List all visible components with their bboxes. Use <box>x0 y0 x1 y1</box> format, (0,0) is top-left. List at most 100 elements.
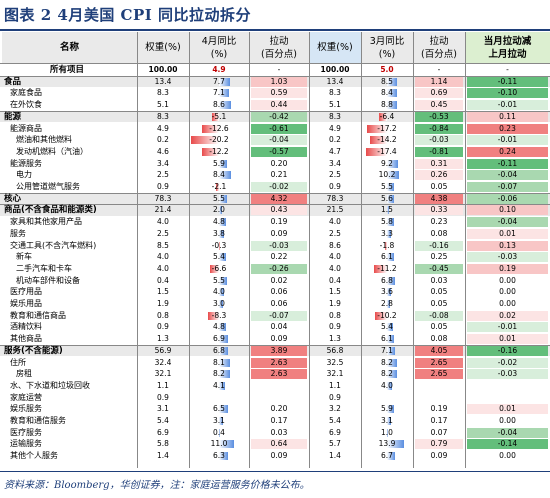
header-yoy-apr: 4月同比 (%) <box>201 35 237 60</box>
weight-mar: 21.5 <box>326 205 344 215</box>
yoy-apr: 5.5 <box>213 193 225 203</box>
column-divider <box>361 32 362 468</box>
contrib-mar: 0.08 <box>430 228 448 238</box>
yoy-apr: 6.8 <box>213 345 225 355</box>
weight-mar: 56.8 <box>326 345 344 355</box>
contrib-mar: 0.05 <box>430 299 448 308</box>
weight-mar: 0.9 <box>329 322 341 332</box>
contrib-apr: -0.61 <box>251 123 307 134</box>
contrib-apr: 0.59 <box>251 88 307 99</box>
yoy-mar-bar <box>387 428 389 437</box>
row-label: 服务 <box>10 228 26 238</box>
weight-apr: 4.0 <box>157 263 169 273</box>
yoy-apr: 3.8 <box>213 228 225 238</box>
weight-apr: 100.00 <box>148 65 178 74</box>
header-bg <box>2 32 137 63</box>
weight-apr: 4.6 <box>157 146 169 156</box>
weight-mar: 100.00 <box>320 65 350 74</box>
yoy-mar-bar <box>387 229 391 238</box>
yoy-apr: 0.4 <box>213 427 225 437</box>
contrib-diff: 0.24 <box>467 146 548 157</box>
contrib-mar: -0.84 <box>415 123 463 134</box>
yoy-apr-bar <box>219 405 228 414</box>
row-label: 燃油和其他燃料 <box>16 135 72 145</box>
row-label: 家具和其他家用产品 <box>10 217 82 227</box>
header-weight-mar: 权重(%) <box>317 42 353 53</box>
contrib-diff: 0.02 <box>467 310 548 321</box>
row-label: 其他商品 <box>10 334 42 344</box>
contrib-apr: 1.03 <box>251 76 307 87</box>
section-divider <box>0 192 550 194</box>
weight-apr: 8.3 <box>157 88 169 98</box>
row-label: 能源服务 <box>10 158 42 168</box>
contrib-diff: 0.10 <box>467 205 548 216</box>
header-bg <box>309 32 361 63</box>
contrib-apr: 0.21 <box>270 170 288 180</box>
yoy-apr-bar <box>219 218 226 227</box>
yoy-apr-bar <box>219 452 228 461</box>
contrib-diff: 0.13 <box>467 240 548 251</box>
contrib-mar: -0.16 <box>415 240 463 251</box>
yoy-mar: 6.1 <box>381 334 393 344</box>
yoy-apr-bar <box>218 241 220 250</box>
yoy-mar: 1.0 <box>381 427 393 437</box>
yoy-mar: -11.2 <box>377 263 397 273</box>
yoy-apr-bar <box>219 300 224 308</box>
yoy-mar: 5.4 <box>381 322 393 332</box>
weight-apr: 1.4 <box>157 451 169 461</box>
weight-mar: 4.9 <box>329 123 341 133</box>
yoy-apr-bar <box>209 264 219 273</box>
weight-mar: 3.2 <box>329 404 341 414</box>
yoy-apr-bar <box>207 311 219 320</box>
yoy-apr: 4.9 <box>212 65 226 74</box>
yoy-apr-bar <box>219 428 220 437</box>
yoy-mar-bar <box>366 147 387 156</box>
yoy-mar: 8.4 <box>381 88 393 98</box>
contrib-mar: 2.65 <box>415 369 463 380</box>
yoy-mar: -6.4 <box>379 111 395 121</box>
yoy-mar-bar <box>387 370 397 379</box>
contrib-diff: -0.03 <box>467 369 548 380</box>
header-bg <box>137 32 309 63</box>
row-label: 教育和通信服务 <box>10 416 66 425</box>
yoy-mar: 3.1 <box>381 416 393 425</box>
yoy-mar: 5.9 <box>381 404 393 414</box>
weight-mar: 4.0 <box>329 252 341 262</box>
weight-apr: 0.4 <box>157 275 169 285</box>
yoy-mar: 6.7 <box>381 451 393 461</box>
contrib-apr: 0.22 <box>270 252 288 262</box>
contrib-diff: -0.07 <box>467 182 548 192</box>
contrib-diff: -0.10 <box>467 88 548 99</box>
weight-apr: 2.5 <box>157 170 169 180</box>
contrib-diff: -0.04 <box>467 217 548 228</box>
yoy-apr: 3.1 <box>213 416 225 425</box>
yoy-apr: 6.9 <box>213 334 225 344</box>
contrib-apr: 0.09 <box>270 334 288 344</box>
row-label: 电力 <box>16 170 32 180</box>
yoy-mar-bar <box>387 89 397 98</box>
contrib-mar: 0.05 <box>430 322 448 332</box>
yoy-apr: -12.6 <box>209 123 229 133</box>
yoy-mar: 6.1 <box>381 252 393 262</box>
yoy-mar-bar <box>387 381 392 390</box>
yoy-mar-bar <box>387 77 398 86</box>
weight-apr: 4.0 <box>157 252 169 262</box>
contrib-diff: 0.00 <box>499 299 516 308</box>
yoy-mar-bar <box>387 183 394 191</box>
yoy-apr: 4.1 <box>213 380 225 390</box>
weight-apr: 21.4 <box>154 205 172 215</box>
contrib-apr <box>251 393 307 403</box>
contrib-mar: 0.79 <box>415 439 463 450</box>
contrib-mar: 0.05 <box>430 287 448 297</box>
yoy-apr: 8.6 <box>213 100 225 110</box>
weight-mar: 4.7 <box>329 146 341 156</box>
yoy-mar: 8.8 <box>381 100 393 110</box>
contrib-apr <box>251 381 307 391</box>
yoy-mar: 7.1 <box>381 345 393 355</box>
yoy-mar-bar <box>387 323 394 332</box>
contrib-mar: 0.08 <box>430 334 448 344</box>
weight-apr: 1.3 <box>157 334 169 344</box>
yoy-apr-bar <box>216 183 219 191</box>
contrib-mar: 0.19 <box>430 404 448 414</box>
weight-apr: 5.4 <box>157 416 169 425</box>
